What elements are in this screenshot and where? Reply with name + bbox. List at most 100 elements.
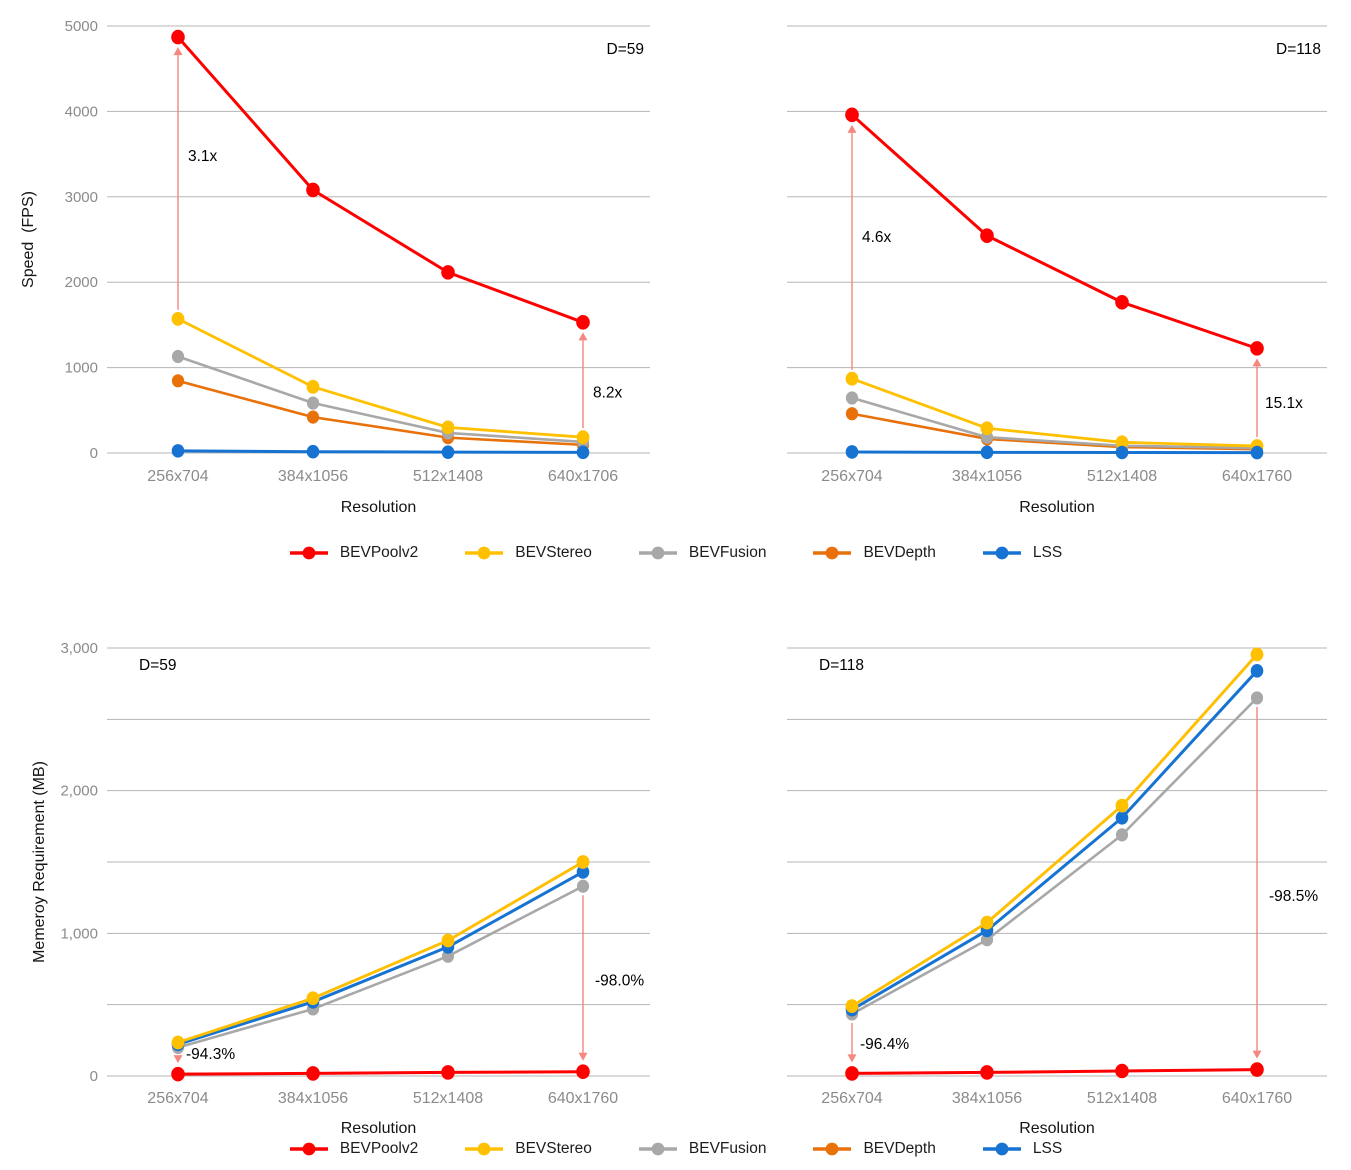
series-line-bevdepth	[177, 379, 584, 447]
data-point-bevpoolv2	[845, 107, 859, 123]
series-line-bevpoolv2	[177, 1070, 584, 1076]
series-line-bevstereo	[177, 317, 584, 439]
data-point-bevstereo	[171, 312, 185, 326]
series-line-lss	[851, 669, 1259, 1011]
legend-marker-icon	[289, 546, 328, 560]
data-point-bevpoolv2	[1250, 1062, 1264, 1077]
data-point-lss	[576, 445, 590, 460]
chart-speed-d118: 256x704 384x1056 512x1408 640x1760 Resolutio…	[787, 25, 1327, 516]
arrowhead-icon	[1252, 358, 1262, 367]
data-point-bevdepth	[845, 407, 859, 421]
x-tick-label: 384x1056	[278, 468, 348, 485]
series-line-bevpoolv2	[851, 1068, 1258, 1075]
data-point-bevpoolv2	[576, 1064, 590, 1080]
data-point-bevstereo	[171, 1035, 185, 1050]
x-tick-label: 512x1408	[1087, 468, 1157, 485]
legend-item-bevdepth: BEVDepth	[812, 544, 936, 562]
y-tick-label: 1000	[65, 360, 98, 377]
series-line-lss	[177, 449, 584, 454]
x-tick-label: 384x1056	[278, 1090, 348, 1107]
series-line-bevstereo	[177, 860, 584, 1044]
x-axis-title: Resolution	[1019, 1120, 1095, 1137]
data-point-bevstereo	[845, 371, 859, 386]
data-point-bevfusion	[980, 933, 994, 947]
legend-label: BEVPoolv2	[339, 544, 419, 561]
data-point-lss	[1250, 664, 1264, 678]
x-tick-label: 512x1408	[1087, 1090, 1157, 1107]
data-point-lss	[1250, 445, 1264, 460]
legend-item-bevdepth: BEVDepth	[812, 1140, 936, 1158]
data-point-lss	[171, 444, 185, 458]
data-point-bevstereo	[1250, 647, 1264, 662]
data-point-bevstereo	[1115, 435, 1129, 450]
x-axis-title: Resolution	[341, 499, 417, 516]
series-line-bevstereo	[851, 377, 1258, 448]
data-point-bevpoolv2	[306, 1066, 320, 1081]
ratio-annotation: -94.3%	[186, 1046, 235, 1063]
ratio-annotation: -96.4%	[860, 1036, 909, 1053]
series-line-bevdepth	[177, 860, 584, 1044]
x-tick-label: 384x1056	[952, 468, 1022, 485]
data-point-bevpoolv2	[171, 1066, 185, 1082]
x-tick-label: 256x704	[147, 1090, 208, 1107]
x-tick-label: 256x704	[821, 468, 882, 485]
arrowhead-icon	[578, 1052, 588, 1061]
data-point-lss	[576, 865, 590, 879]
legend-marker-icon	[813, 1142, 852, 1156]
data-point-bevpoolv2	[1115, 294, 1129, 310]
series-line-bevdepth	[851, 653, 1258, 1008]
legend-label: BEVStereo	[515, 1140, 592, 1157]
legend-bottom: BEVPoolv2 BEVStereo BEVFusion BEVDepth LSS	[0, 1132, 1351, 1166]
legend-item-bevpoolv2: BEVPoolv2	[289, 1140, 418, 1158]
x-tick-label: 640x1706	[548, 468, 618, 485]
depth-setting-label: D=118	[819, 657, 864, 674]
legend-item-bevfusion: BEVFusion	[638, 1140, 766, 1158]
y-tick-label: 0	[90, 445, 98, 462]
data-point-bevstereo	[980, 915, 994, 930]
arrowhead-icon	[173, 1055, 183, 1064]
data-point-lss	[845, 445, 859, 459]
legend-item-lss: LSS	[982, 544, 1062, 562]
data-point-bevstereo	[845, 999, 859, 1013]
arrowhead-icon	[847, 1054, 857, 1063]
legend-marker-icon	[982, 1142, 1021, 1156]
data-point-bevstereo	[1115, 798, 1129, 813]
ratio-annotation: -98.5%	[1269, 888, 1318, 905]
series-line-bevpoolv2	[850, 113, 1258, 350]
data-point-bevfusion	[441, 949, 455, 963]
legend-marker-icon	[982, 546, 1021, 560]
x-tick-label: 512x1408	[413, 1090, 483, 1107]
data-point-bevpoolv2	[980, 1065, 994, 1080]
x-tick-label: 512x1408	[413, 468, 483, 485]
x-tick-label: 256x704	[821, 1090, 882, 1107]
y-tick-label: 1,000	[60, 925, 98, 942]
data-point-lss	[441, 445, 455, 459]
chart-speed-d59: 0 1000 2000 3000 4000 5000 256x704 384x1056 512x…	[20, 18, 650, 516]
data-point-bevpoolv2	[1250, 341, 1264, 356]
x-tick-label: 384x1056	[952, 1090, 1022, 1107]
y-tick-label: 5000	[65, 18, 98, 35]
legend-marker-icon	[465, 1142, 504, 1156]
data-point-bevpoolv2	[306, 182, 320, 198]
legend-marker-icon	[638, 1142, 677, 1156]
data-point-bevpoolv2	[441, 1065, 455, 1080]
depth-setting-label: D=59	[139, 657, 177, 674]
y-tick-label: 2000	[65, 274, 98, 291]
y-tick-label: 4000	[65, 103, 98, 120]
arrowhead-icon	[847, 124, 857, 133]
data-point-lss	[980, 445, 994, 460]
arrowhead-icon	[1252, 1050, 1262, 1059]
y-axis-title: Memeroy Requirement (MB)	[31, 761, 48, 963]
ratio-annotation: -98.0%	[595, 972, 644, 989]
data-point-bevfusion	[171, 349, 185, 364]
data-point-bevfusion	[845, 391, 859, 405]
y-tick-label: 3000	[65, 189, 98, 206]
data-point-lss	[306, 444, 320, 459]
legend-marker-icon	[638, 546, 677, 560]
data-point-bevstereo	[441, 933, 455, 948]
legend-label: BEVFusion	[688, 544, 767, 561]
series-line-bevfusion	[177, 885, 584, 1049]
data-point-bevpoolv2	[845, 1066, 859, 1081]
legend-label: BEVStereo	[515, 544, 592, 561]
legend-item-bevfusion: BEVFusion	[638, 544, 767, 562]
